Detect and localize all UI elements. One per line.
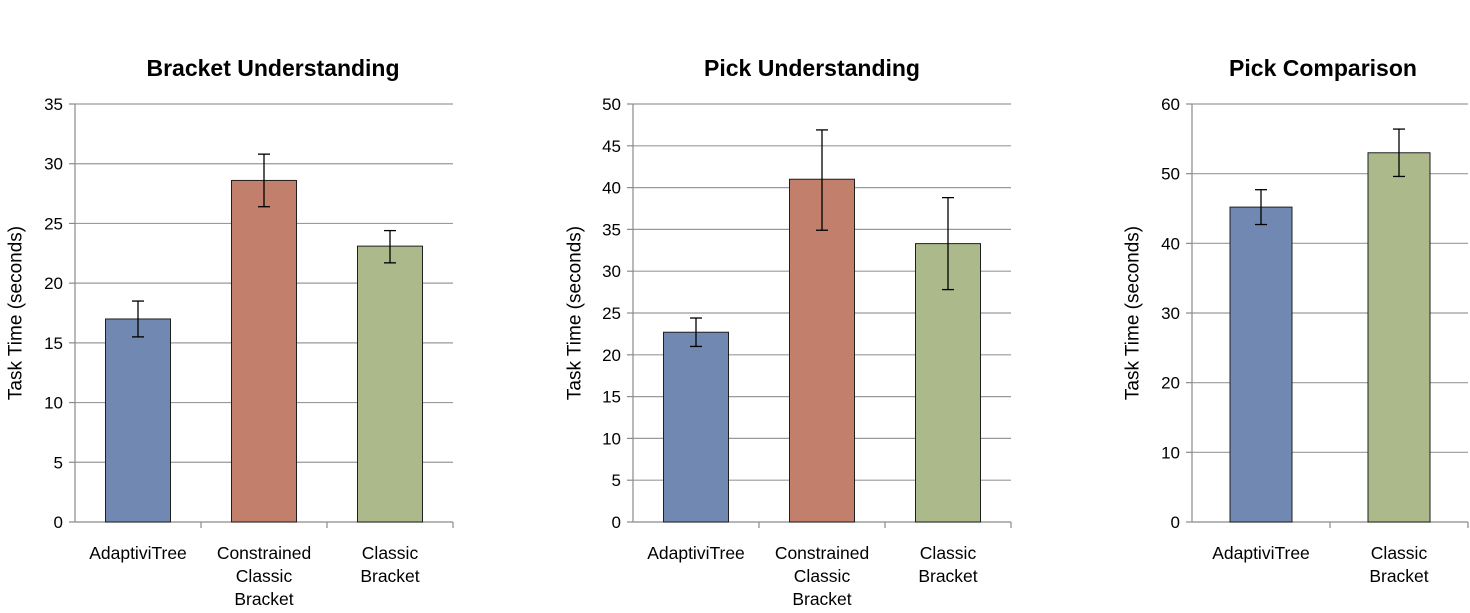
bar-pick-understanding-1 xyxy=(789,178,855,523)
error-bar xyxy=(816,129,828,231)
bar-pick-understanding-0 xyxy=(663,331,729,523)
bar-pick-comparison-1 xyxy=(1367,152,1431,523)
error-bar xyxy=(942,196,954,291)
y-tick-label: 15 xyxy=(44,334,63,353)
y-tick-label: 40 xyxy=(602,179,621,198)
error-bar xyxy=(1393,128,1405,178)
y-tick-label: 5 xyxy=(54,453,63,472)
error-bar xyxy=(384,229,396,264)
y-tick-label: 30 xyxy=(602,262,621,281)
x-category-label: AdaptiviTree xyxy=(1212,543,1310,563)
y-axis-label: Task Time (seconds) xyxy=(565,226,586,400)
chart-bracket-understanding: Bracket Understanding Task Time (seconds)… xyxy=(6,55,454,609)
y-tick-label: 50 xyxy=(1161,165,1180,184)
y-tick-label: 5 xyxy=(612,471,621,490)
y-tick-label: 35 xyxy=(44,95,63,114)
y-tick-label: 10 xyxy=(44,394,63,413)
chart-pick-understanding: Pick Understanding Task Time (seconds) 0 5 1… xyxy=(565,55,1012,609)
x-category-label: Constrained Classic Bracket xyxy=(217,543,311,609)
y-tick-label: 20 xyxy=(1161,374,1180,393)
y-tick-label: 0 xyxy=(1171,513,1180,532)
error-bar xyxy=(690,317,702,348)
x-category-label: Classic Bracket xyxy=(918,543,977,586)
bar-pick-comparison-0 xyxy=(1229,206,1293,523)
y-tick-label: 30 xyxy=(1161,304,1180,323)
error-bar xyxy=(1255,189,1267,226)
y-tick-label: 30 xyxy=(44,155,63,174)
y-axis-label: Task Time (seconds) xyxy=(1123,226,1144,400)
y-tick-label: 35 xyxy=(602,220,621,239)
bar-bracket-understanding-1 xyxy=(231,179,297,523)
y-tick-label: 50 xyxy=(602,95,621,114)
y-axis-label: Task Time (seconds) xyxy=(6,226,27,400)
bar-bracket-understanding-2 xyxy=(357,245,423,523)
error-bar xyxy=(132,300,144,338)
y-tick-label: 0 xyxy=(54,513,63,532)
y-tick-label: 25 xyxy=(602,304,621,323)
error-bar xyxy=(258,153,270,208)
chart-title: Pick Comparison xyxy=(1229,55,1417,81)
bar-bracket-understanding-0 xyxy=(105,318,171,523)
y-tick-label: 40 xyxy=(1161,234,1180,253)
y-tick-label: 20 xyxy=(602,346,621,365)
chart-pick-comparison: Pick Comparison Task Time (seconds) 0 10 20 3… xyxy=(1123,55,1469,586)
x-category-label: AdaptiviTree xyxy=(89,543,187,563)
y-tick-label: 25 xyxy=(44,214,63,233)
y-tick-label: 20 xyxy=(44,274,63,293)
x-category-label: Classic Bracket xyxy=(1369,543,1428,586)
chart-title: Pick Understanding xyxy=(704,55,920,81)
x-category-label: Constrained Classic Bracket xyxy=(775,543,869,609)
chart-title: Bracket Understanding xyxy=(146,55,399,81)
x-category-label: Classic Bracket xyxy=(360,543,419,586)
y-tick-label: 60 xyxy=(1161,95,1180,114)
y-tick-label: 15 xyxy=(602,388,621,407)
y-tick-label: 45 xyxy=(602,137,621,156)
x-category-label: AdaptiviTree xyxy=(647,543,745,563)
y-tick-label: 0 xyxy=(612,513,621,532)
y-tick-label: 10 xyxy=(602,429,621,448)
y-tick-label: 10 xyxy=(1161,443,1180,462)
